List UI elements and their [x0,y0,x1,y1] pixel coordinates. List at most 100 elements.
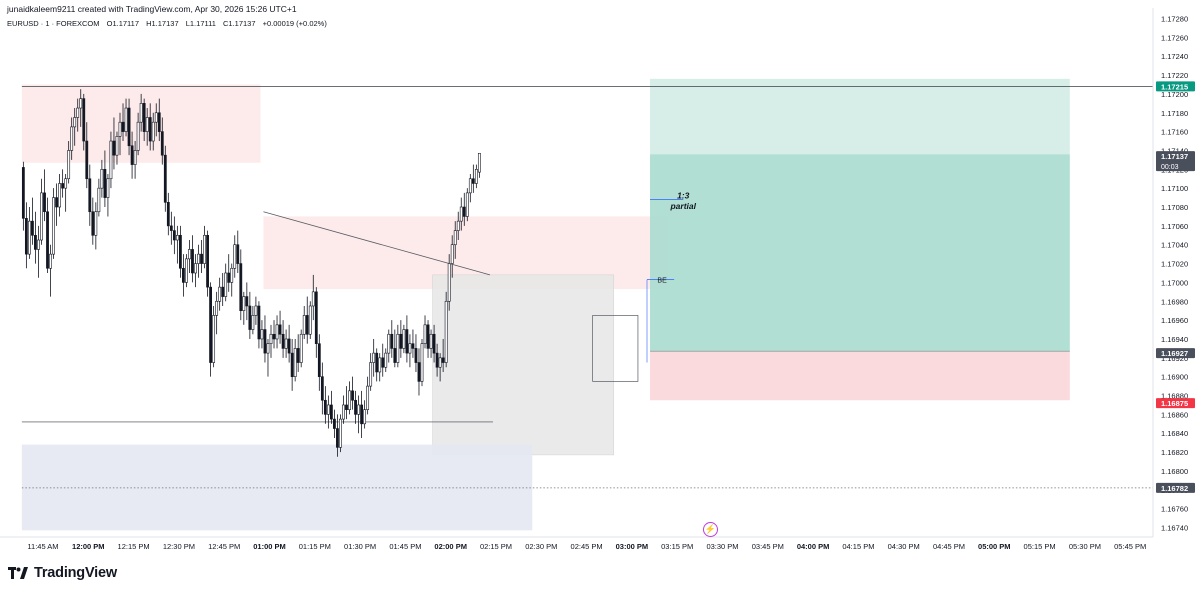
symbol-name: EURUSD · 1 · FOREXCOM [7,19,100,28]
x-tick-label: 04:30 PM [888,542,920,551]
candle-bear [345,404,348,410]
annotation-label: BE [657,278,667,285]
candle-bear [287,338,291,354]
candle-bear [290,352,294,377]
candle-bear [31,220,34,236]
candle-bear [320,376,324,401]
candle-bear [163,154,167,203]
candle-bull [468,178,472,194]
candle-bull [254,305,258,316]
x-tick-label: 05:15 PM [1024,542,1056,551]
y-tick-label: 1.17180 [1161,109,1188,118]
candle-bull [58,183,62,208]
candle-bear [112,140,116,156]
candle-bull [378,357,382,373]
zone-target_far [650,78,1070,155]
candle-bear [43,192,46,213]
candle-bull [230,267,234,283]
x-tick-label: 12:15 PM [118,542,150,551]
lightning-icon[interactable]: ⚡ [703,522,718,537]
candle-bull [477,152,481,173]
candle-bear [263,329,267,354]
candle-bull [73,117,77,128]
candle-bear [333,418,336,429]
x-tick-label: 02:00 PM [434,542,467,551]
candle-bull [465,192,469,217]
y-tick-label: 1.16860 [1161,410,1188,419]
candle-bull [408,343,412,354]
price-tag-label: 1.16875 [1161,399,1188,408]
y-tick-label: 1.16820 [1161,448,1188,457]
candle-bear [248,305,252,330]
tradingview-logo-icon [8,567,28,579]
candle-bull [215,300,219,316]
candle-bull [154,112,158,123]
candle-bear [169,225,173,231]
candle-bull [260,329,264,340]
price-tag [1156,348,1195,359]
candle-bull [357,404,360,415]
x-tick-label: 03:45 PM [752,542,784,551]
x-tick-label: 12:45 PM [208,542,240,551]
candle-bull [124,107,128,132]
candle-bear [393,348,397,363]
candle-bear [88,178,92,213]
candle-bear [239,263,243,312]
tradingview-wordmark: TradingView [34,565,117,581]
candle-bull [284,338,288,349]
candle-bull [52,197,55,255]
candle-bear [414,348,418,363]
ohlc-close: C1.17137 [222,19,256,28]
candle-bull [70,126,74,151]
candle-bull [326,404,330,415]
candle-bull [218,286,222,302]
x-tick-label: 04:00 PM [797,542,830,551]
candle-bear [336,428,339,448]
y-tick-label: 1.16760 [1161,505,1188,514]
candle-bull [79,98,83,109]
annotation-label: partial [669,201,696,211]
x-tick-label: 02:30 PM [525,542,557,551]
candle-bear [34,234,37,250]
x-tick-label: 05:45 PM [1114,542,1146,551]
ohlc-low: L1.17111 [185,19,216,28]
candle-bear [354,399,357,415]
candle-bull [145,117,149,132]
y-tick-label: 1.17020 [1161,260,1188,269]
y-tick-label: 1.16840 [1161,429,1188,438]
y-tick-label: 1.16940 [1161,335,1188,344]
candle-bear [435,352,439,368]
candle-bull [64,178,68,189]
candle-bull [151,121,155,142]
candle-bear [305,315,309,335]
ohlc-high: H1.17137 [146,19,179,28]
y-tick-label: 1.17260 [1161,33,1188,42]
candle-bull [49,253,52,269]
y-tick-label: 1.17000 [1161,278,1188,287]
candle-bear [61,183,65,189]
y-tick-label: 1.17240 [1161,52,1188,61]
candle-bull [402,329,406,349]
candle-bear [471,178,475,184]
candle-bull [212,315,216,363]
candle-bull [242,296,246,312]
zone-range [432,274,615,456]
candle-bull [342,404,345,420]
candle-bull [453,230,457,246]
candle-bull [194,263,197,274]
y-tick-label: 1.17040 [1161,241,1188,250]
candle-bear [142,103,146,132]
x-tick-label: 12:30 PM [163,542,195,551]
candle-bear [209,286,213,363]
candle-bull [275,324,279,340]
y-tick-label: 1.17080 [1161,203,1188,212]
candle-bull [339,418,342,448]
candle-bear [329,404,333,420]
candle-bull [175,234,179,241]
candle-bull [115,136,119,156]
x-tick-label: 01:45 PM [389,542,421,551]
y-tick-label: 1.17280 [1161,15,1188,24]
candle-bull [100,169,104,189]
x-tick-label: 01:30 PM [344,542,376,551]
